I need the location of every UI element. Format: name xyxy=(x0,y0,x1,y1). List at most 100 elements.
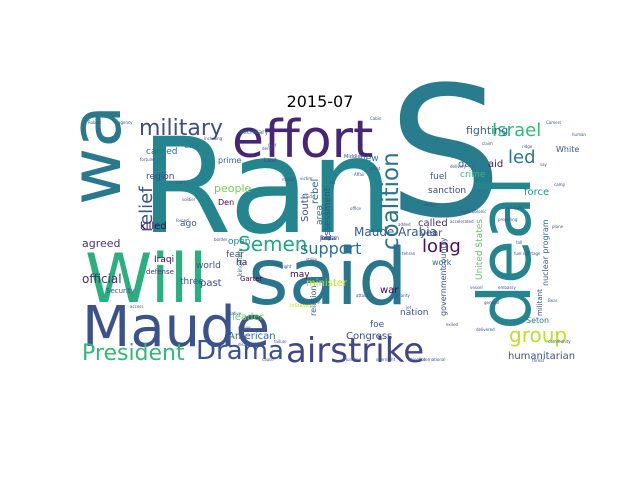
word-secretary: secretary xyxy=(240,129,269,136)
word-aid: aid xyxy=(488,159,503,170)
word-delivery: delivery xyxy=(450,164,467,169)
word-hit: hit xyxy=(330,180,336,185)
word-maude: Maude xyxy=(82,295,270,360)
word-assessment: assessment xyxy=(323,187,333,241)
word-carried: carried xyxy=(146,147,177,157)
word-prime: prime xyxy=(218,156,241,165)
word-government: government xyxy=(439,267,448,316)
word-open: open xyxy=(228,237,250,247)
word-relation: relation xyxy=(309,286,318,316)
word-agreed: agreed xyxy=(82,237,121,250)
word-carry: carry xyxy=(176,180,187,185)
word-den: Den xyxy=(218,198,234,207)
word-airstrike: airstrike xyxy=(286,331,424,371)
word-cause: cause xyxy=(262,357,274,362)
word-forced: forced xyxy=(176,218,189,223)
word-war: war xyxy=(380,285,399,296)
word-raid: raid xyxy=(304,194,312,199)
word-cabin: Cabin xyxy=(370,116,382,121)
word-victim: victim xyxy=(300,176,312,181)
word-community: community xyxy=(548,339,571,344)
word-fuel-shortage: fuel shortage xyxy=(514,251,541,256)
word-crime: crime xyxy=(460,170,486,180)
word-force: force xyxy=(524,187,549,198)
word-struggle: struggle xyxy=(506,205,523,210)
word-point: point xyxy=(370,166,381,171)
word-leader: leader xyxy=(232,312,265,323)
word-camers: Camers xyxy=(546,120,561,125)
word-city: city xyxy=(184,141,201,151)
word-general: general xyxy=(484,300,499,305)
word-preparing: preparing xyxy=(498,217,518,222)
word-may: may xyxy=(290,270,310,280)
word-border: border xyxy=(214,237,228,242)
word-defense: defense xyxy=(146,268,174,276)
word-garter: Garter xyxy=(240,275,263,283)
word-year: year xyxy=(420,228,443,239)
word-hundred: Hundred xyxy=(344,357,362,362)
word-exiled: exiled xyxy=(446,322,458,327)
word-group: group xyxy=(509,323,567,347)
word-fuel: fuel xyxy=(430,172,447,182)
word-support: support xyxy=(300,239,361,258)
word-delivered: delivered xyxy=(476,327,495,332)
word-attack: attack xyxy=(356,293,369,298)
word-tehran: tehran xyxy=(402,251,416,256)
word-ran: Ran xyxy=(140,110,393,264)
word-plane: plane xyxy=(552,224,564,229)
word-objection: objection xyxy=(408,357,427,362)
word-area: area xyxy=(315,205,325,225)
word-american: American xyxy=(228,331,276,342)
word-new: new xyxy=(360,154,379,164)
word-foe: foe xyxy=(370,320,385,330)
word-called: called xyxy=(418,218,448,229)
word-jet: jet xyxy=(405,305,412,310)
word-united-states: United States xyxy=(475,219,485,280)
word-long: long xyxy=(422,236,461,257)
word-robert: Robert xyxy=(88,120,102,125)
word-gulf: Gulf xyxy=(268,143,277,148)
word-added: added xyxy=(398,222,411,227)
word-nuclear-program: nuclear program xyxy=(541,219,550,286)
word-killed: killed xyxy=(140,221,167,232)
word-fighting: fighting xyxy=(466,124,508,137)
chart-title: 2015-07 xyxy=(286,92,354,111)
word-official: official xyxy=(82,272,122,286)
word-humanitarian: humanitarian xyxy=(508,351,575,362)
word-sanction: sanction xyxy=(428,186,466,196)
word-including: including xyxy=(204,136,223,141)
word-influence: influence xyxy=(290,303,313,309)
word-south: South xyxy=(300,193,311,222)
word-office: office xyxy=(350,206,362,211)
word-effort: effort xyxy=(232,110,373,170)
word-camp: camp xyxy=(554,182,566,187)
word-fear: fear xyxy=(226,250,244,260)
word-claim: claim xyxy=(482,141,493,146)
word-three: three xyxy=(180,277,204,287)
word-agency: agency xyxy=(118,120,133,125)
word-relative: relative xyxy=(226,311,242,316)
word-ago: ago xyxy=(180,219,197,229)
word-coalition: coalition xyxy=(378,152,404,250)
word-rebel: rebel xyxy=(310,179,321,204)
word-wa: wa xyxy=(55,105,137,205)
word-accelerated: accelerated xyxy=(450,219,474,224)
word-aware: aware xyxy=(424,202,437,207)
word-congress: Congress xyxy=(346,331,392,342)
word-work: work xyxy=(432,258,452,267)
word-toll: toll xyxy=(516,240,522,245)
word-bloc: Bloc xyxy=(274,262,283,267)
word-brass: Brass xyxy=(320,235,337,242)
word-nation: nation xyxy=(400,308,428,318)
word-israel: Israel xyxy=(492,120,541,141)
word-militant: militant xyxy=(536,289,544,316)
word-president: President xyxy=(82,341,185,366)
word-international: international xyxy=(420,357,445,362)
word-strike: strike xyxy=(306,257,318,262)
word-iraqi: Iraqi xyxy=(154,255,174,265)
word-bombing: bombing xyxy=(302,299,320,304)
word-tight: tight xyxy=(282,264,292,269)
word-overnight: overnight xyxy=(376,357,396,362)
word-country: country xyxy=(439,237,448,268)
